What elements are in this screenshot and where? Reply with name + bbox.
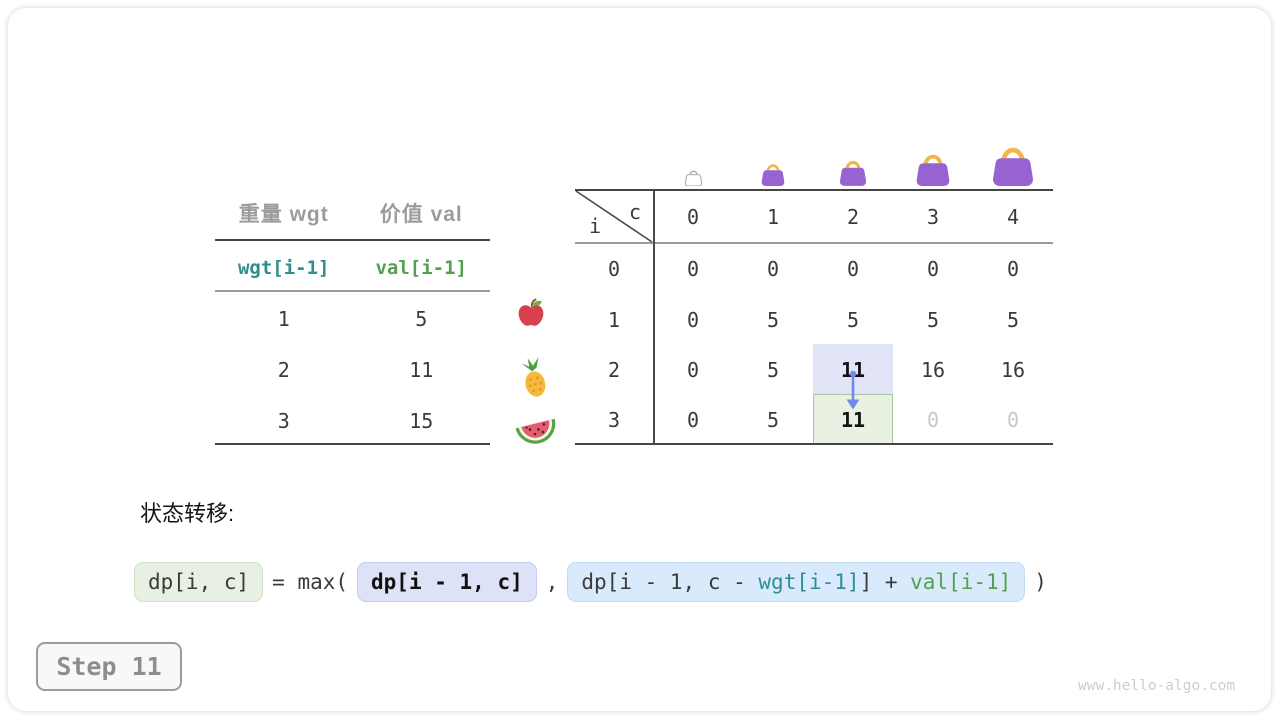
item-table-bottom-rule [215, 443, 490, 445]
formula-arg2-middle: ] + [859, 570, 911, 594]
value-column-header: 价值 val [379, 203, 463, 226]
state-transition-formula: dp[i, c] = max( dp[i - 1, c] , dp[i - 1,… [134, 560, 1047, 604]
dp-cell-2-1: 5 [766, 358, 780, 382]
dp-cell-3-1: 5 [766, 408, 780, 432]
dp-cell-0-4: 0 [1006, 256, 1020, 281]
item1-weight: 1 [277, 307, 290, 331]
dp-cell-0-3: 0 [926, 256, 940, 281]
formula-arg1-pill: dp[i - 1, c] [357, 562, 537, 602]
formula-operator: = max( [272, 570, 349, 594]
dp-col-variable: c [629, 200, 642, 224]
apple-icon [518, 298, 544, 326]
bag-icon-1 [760, 161, 786, 186]
figure-canvas: 重量 wgt 价值 val wgt[i-1] val[i-1] 1 5 2 11… [8, 8, 1271, 711]
bag-icon-3 [914, 150, 952, 186]
item-row-1: 1 5 [215, 307, 490, 331]
dp-cell-3-3: 0 [926, 408, 940, 432]
item-table-mid-rule [215, 290, 490, 292]
dp-row-header-0: 0 [607, 256, 621, 281]
bag-icon-4 [990, 142, 1036, 186]
watermark: www.hello-algo.com [1078, 678, 1236, 694]
watermelon-icon [515, 418, 556, 444]
dp-table-header-rule [575, 242, 1053, 244]
formula-arg2-val: val[i-1] [910, 570, 1012, 594]
dp-column-headers: 0 1 2 3 4 [653, 190, 1053, 243]
formula-close-paren: ) [1034, 570, 1047, 594]
dp-col-header-0: 0 [686, 204, 700, 229]
dp-cell-0-2: 0 [846, 256, 860, 281]
dp-cell-3-0: 0 [686, 408, 700, 432]
dp-col-header-4: 4 [1006, 204, 1020, 229]
dp-table-vertical-rule [653, 189, 655, 445]
dp-cell-1-2: 5 [846, 307, 860, 332]
dp-row-headers: 0 1 2 3 [575, 243, 653, 445]
dp-cell-3-2: 11 [840, 408, 866, 432]
formula-arg2-wgt: wgt[i-1] [758, 570, 860, 594]
formula-arg2-prefix: dp[i - 1, c - [581, 570, 759, 594]
formula-comma: , [545, 570, 559, 594]
val-code-label: val[i-1] [375, 257, 467, 279]
formula-arg2-pill: dp[i - 1, c - wgt[i-1]] + val[i-1] [567, 562, 1026, 602]
formula-lhs-pill: dp[i, c] [134, 562, 264, 602]
item3-value: 15 [409, 409, 434, 433]
item3-weight: 3 [277, 409, 290, 433]
dp-cell-0-0: 0 [686, 256, 700, 281]
wgt-code-label: wgt[i-1] [237, 257, 330, 279]
item-table-header: 重量 wgt 价值 val [215, 198, 490, 228]
state-transition-label: 状态转移: [140, 501, 235, 526]
item2-weight: 2 [277, 358, 290, 382]
bag-outline-icon [684, 168, 703, 186]
dp-col-header-1: 1 [766, 204, 780, 229]
dp-row-header-1: 1 [607, 307, 621, 332]
bag-icon-2 [838, 157, 868, 186]
dp-table-bottom-rule [575, 443, 1053, 445]
item-table-top-rule [215, 239, 490, 241]
dp-cell-2-4: 16 [1000, 358, 1026, 382]
dp-row-header-2: 2 [607, 358, 621, 382]
dp-col-header-3: 3 [926, 204, 940, 229]
item-row-2: 2 11 [215, 358, 490, 382]
item2-value: 11 [409, 358, 434, 382]
dp-cell-2-3: 16 [920, 358, 946, 382]
dp-cell-1-1: 5 [766, 307, 780, 332]
dp-cell-1-4: 5 [1006, 307, 1020, 332]
step-badge: Step 11 [36, 642, 182, 691]
dp-table-top-rule [575, 189, 1053, 191]
dp-row-header-3: 3 [607, 408, 621, 432]
dp-cell-1-0: 0 [686, 307, 700, 332]
pineapple-icon [521, 357, 546, 397]
dp-cell-0-1: 0 [766, 256, 780, 281]
weight-column-header: 重量 wgt [238, 203, 329, 226]
dp-col-header-2: 2 [846, 204, 860, 229]
item-table-code-row: wgt[i-1] val[i-1] [215, 257, 490, 279]
dp-cell-3-4: 0 [1006, 408, 1020, 432]
dp-cell-2-2: 11 [840, 358, 866, 382]
dp-row-variable: i [589, 214, 602, 238]
item-row-3: 3 15 [215, 409, 490, 433]
dp-cell-grid: 0 0 0 0 0 0 5 5 5 5 0 5 11 16 16 0 5 11 … [653, 243, 1053, 445]
item1-value: 5 [415, 307, 428, 331]
dp-cell-2-0: 0 [686, 358, 700, 382]
dp-cell-1-3: 5 [926, 307, 940, 332]
